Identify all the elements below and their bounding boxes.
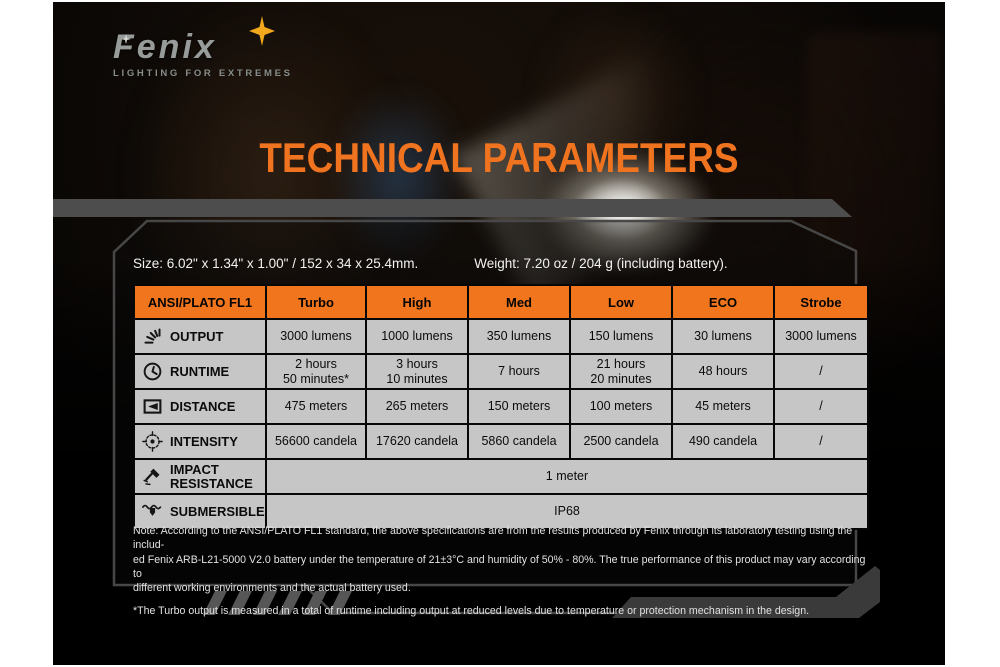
distance-low: 100 meters [569, 388, 673, 425]
output-low: 150 lumens [569, 318, 673, 355]
header-eco: ECO [671, 284, 775, 320]
distance-eco: 45 meters [671, 388, 775, 425]
intensity-high: 17620 candela [365, 423, 469, 460]
clock-runtime-icon [142, 361, 163, 382]
note-line: different working environments and the a… [133, 582, 411, 595]
output-med: 350 lumens [467, 318, 571, 355]
hammer-impact-icon [142, 466, 163, 487]
top-bar [53, 199, 852, 217]
output-high: 1000 lumens [365, 318, 469, 355]
spark-star-icon [249, 16, 275, 46]
output-turbo: 3000 lumens [265, 318, 367, 355]
row-label: IMPACT RESISTANCE [170, 461, 253, 491]
distance-strobe: / [773, 388, 869, 425]
target-intensity-icon [142, 431, 163, 452]
size-text: Size: 6.02" x 1.34" x 1.00" / 152 x 34 x… [133, 256, 419, 271]
header-turbo: Turbo [265, 284, 367, 320]
brand-name: Fenix [113, 28, 217, 66]
runtime-low: 21 hours 20 minutes [569, 353, 673, 390]
table-row-impact: IMPACT RESISTANCE 1 meter [133, 458, 869, 495]
brand-tagline: LIGHTING FOR EXTREMES [113, 68, 293, 79]
table-row-intensity: INTENSITY 56600 candela 17620 candela 58… [133, 423, 869, 460]
row-label: INTENSITY [170, 433, 238, 449]
water-submersible-icon [142, 501, 163, 522]
note-line: ed Fenix ARB-L21-5000 V2.0 battery under… [133, 553, 866, 580]
intensity-strobe: / [773, 423, 869, 460]
light-output-icon [142, 326, 163, 347]
small-spark-icon [121, 34, 131, 44]
output-eco: 30 lumens [671, 318, 775, 355]
impact-value: 1 meter [265, 458, 869, 495]
product-spec-image: Fenix LIGHTING FOR EXTREMES TECHNICAL PA… [53, 2, 945, 665]
runtime-turbo: 2 hours 50 minutes* [265, 353, 367, 390]
fenix-logo: Fenix LIGHTING FOR EXTREMES [113, 16, 333, 79]
dimensions-line: Size: 6.02" x 1.34" x 1.00" / 152 x 34 x… [133, 256, 873, 271]
turbo-footnote: *The Turbo output is measured in a total… [133, 605, 810, 618]
intensity-eco: 490 candela [671, 423, 775, 460]
row-label: SUBMERSIBLE [170, 503, 265, 519]
row-label: RUNTIME [170, 363, 230, 379]
output-strobe: 3000 lumens [773, 318, 869, 355]
intensity-turbo: 56600 candela [265, 423, 367, 460]
header-med: Med [467, 284, 571, 320]
runtime-high: 3 hours 10 minutes [365, 353, 469, 390]
submersible-value: IP68 [265, 493, 869, 530]
runtime-strobe: / [773, 353, 869, 390]
runtime-med: 7 hours [467, 353, 571, 390]
table-row-runtime: RUNTIME 2 hours 50 minutes* 3 hours 10 m… [133, 353, 869, 390]
header-low: Low [569, 284, 673, 320]
bottom-filled-bar [612, 566, 880, 618]
table-row-submersible: SUBMERSIBLE IP68 [133, 493, 869, 530]
table-header-row: ANSI/PLATO FL1 Turbo High Med Low ECO St… [133, 284, 869, 320]
intensity-low: 2500 candela [569, 423, 673, 460]
intensity-med: 5860 candela [467, 423, 571, 460]
table-row-distance: DISTANCE 475 meters 265 meters 150 meter… [133, 388, 869, 425]
note-line: Note: According to the ANSI/PLATO FL1 st… [133, 525, 853, 552]
distance-high: 265 meters [365, 388, 469, 425]
header-ansi: ANSI/PLATO FL1 [133, 284, 267, 320]
beam-distance-icon [142, 396, 163, 417]
weight-text: Weight: 7.20 oz / 204 g (including batte… [474, 256, 728, 271]
footnotes: Note: According to the ANSI/PLATO FL1 st… [133, 524, 873, 619]
hatch-stripes [203, 591, 352, 615]
header-strobe: Strobe [773, 284, 869, 320]
row-label: DISTANCE [170, 398, 236, 414]
header-high: High [365, 284, 469, 320]
runtime-eco: 48 hours [671, 353, 775, 390]
distance-turbo: 475 meters [265, 388, 367, 425]
row-label: OUTPUT [170, 328, 224, 344]
table-row-output: OUTPUT 3000 lumens 1000 lumens 350 lumen… [133, 318, 869, 355]
distance-med: 150 meters [467, 388, 571, 425]
spec-table: ANSI/PLATO FL1 Turbo High Med Low ECO St… [133, 284, 869, 530]
page-title: TECHNICAL PARAMETERS [259, 134, 739, 181]
